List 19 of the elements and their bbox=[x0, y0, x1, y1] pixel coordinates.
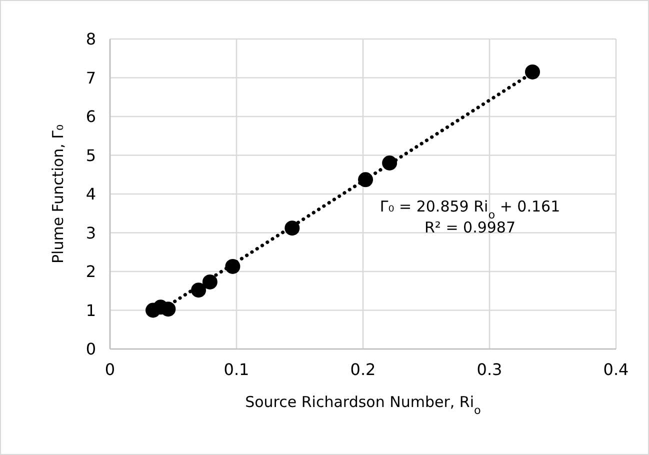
y-axis-title: Plume Function, Γ₀ bbox=[49, 124, 67, 264]
y-tick-label: 6 bbox=[86, 107, 96, 126]
x-tick-label: 0.1 bbox=[224, 360, 250, 379]
x-tick-label: 0.2 bbox=[350, 360, 376, 379]
y-tick-label: 2 bbox=[86, 262, 96, 282]
y-tick-label: 0 bbox=[86, 340, 96, 359]
x-axis-title: Source Richardson Number, Ri$_{o}$ bbox=[245, 393, 482, 416]
x-tick-label: 0 bbox=[104, 360, 116, 379]
point bbox=[525, 64, 540, 80]
y-tick-label: 8 bbox=[86, 30, 96, 49]
y-tick-label: 4 bbox=[86, 184, 96, 204]
y-tick-label: 5 bbox=[86, 146, 96, 165]
annotation: R² = 0.9987 bbox=[424, 218, 516, 236]
y-tick-label: 7 bbox=[86, 68, 96, 88]
y-tick-label: 3 bbox=[86, 223, 96, 242]
y-tick-label: 1 bbox=[86, 300, 96, 320]
x-tick-label: 0.4 bbox=[603, 360, 629, 379]
annotation: Γ₀ = 20.859 Ri$_{o}$ + 0.161 bbox=[380, 197, 560, 221]
x-tick-label: 0.3 bbox=[476, 360, 502, 379]
